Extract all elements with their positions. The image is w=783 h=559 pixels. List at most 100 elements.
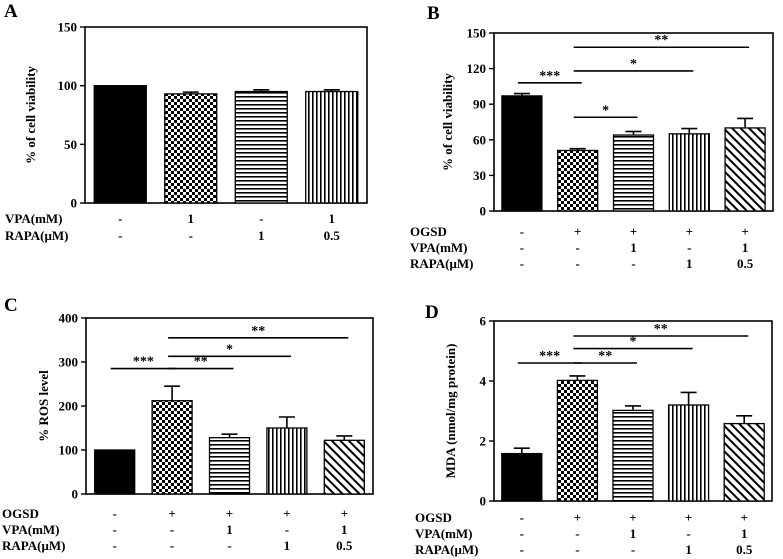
y-tick-label: 150 xyxy=(58,20,78,35)
condition-value: + xyxy=(168,506,175,521)
condition-value: 1 xyxy=(284,538,291,553)
condition-row-label: VPA(mM) xyxy=(5,211,63,226)
condition-value: - xyxy=(575,542,579,557)
condition-value: - xyxy=(520,256,524,271)
condition-value: 1 xyxy=(742,240,749,255)
y-tick-label: 100 xyxy=(59,443,79,458)
y-tick-label: 30 xyxy=(473,168,486,183)
significance-label: ** xyxy=(598,349,612,364)
condition-value: 1 xyxy=(741,526,748,541)
bar-ogsd-vpa-rapa xyxy=(323,439,365,495)
y-tick-label: 0 xyxy=(480,494,487,509)
condition-value: 1 xyxy=(226,522,233,537)
y-tick-label: 120 xyxy=(467,61,487,76)
y-tick-label: 90 xyxy=(473,97,486,112)
condition-value: 0.5 xyxy=(737,256,754,271)
bar-control xyxy=(501,95,543,212)
condition-row-label: VPA(mM) xyxy=(410,240,468,255)
bar-rapa xyxy=(234,90,288,204)
y-tick-label: 0 xyxy=(71,196,78,211)
condition-value: - xyxy=(189,228,193,243)
condition-value: + xyxy=(341,506,348,521)
condition-value: - xyxy=(520,526,524,541)
condition-value: - xyxy=(227,538,231,553)
significance-label: * xyxy=(226,342,233,357)
significance-label: * xyxy=(630,57,637,72)
condition-value: - xyxy=(113,506,117,521)
panel-label: C xyxy=(4,295,18,316)
bar-ogsd-rapa xyxy=(667,404,710,502)
condition-value: + xyxy=(685,510,692,525)
y-tick-label: 0 xyxy=(480,204,487,219)
condition-value: 1 xyxy=(686,256,693,271)
y-tick-label: 150 xyxy=(467,26,487,41)
significance-label: ** xyxy=(654,322,668,337)
condition-value: 1 xyxy=(329,211,336,226)
significance-label: ** xyxy=(654,33,668,48)
condition-value: - xyxy=(285,522,289,537)
y-tick-label: 6 xyxy=(480,314,487,329)
condition-value: - xyxy=(113,522,117,537)
condition-value: - xyxy=(118,228,122,243)
condition-value: 0.5 xyxy=(336,538,353,553)
y-tick-label: 400 xyxy=(59,311,79,326)
bar-control xyxy=(501,452,543,502)
significance-label: *** xyxy=(539,69,560,84)
condition-value: + xyxy=(629,510,636,525)
condition-value: + xyxy=(574,510,581,525)
significance-label: *** xyxy=(133,355,154,370)
bar-control xyxy=(94,449,136,495)
panel-label: B xyxy=(427,3,440,24)
panel-a: A 0 50 100 150 % of cell viability VPA(mM) - 1 - 1… xyxy=(4,1,368,243)
bar-ogsd-vpa-rapa xyxy=(724,127,766,212)
bar-ogsd-vpa xyxy=(612,134,655,212)
condition-value: - xyxy=(576,256,580,271)
y-axis-label: % ROS level xyxy=(36,370,51,442)
condition-row-label: RAPA(μM) xyxy=(5,228,68,243)
y-tick-label: 4 xyxy=(480,374,487,389)
condition-value: + xyxy=(741,224,748,239)
y-axis-label: MDA (nmol/mg protein) xyxy=(443,344,458,479)
condition-value: + xyxy=(740,510,747,525)
condition-value: - xyxy=(113,538,117,553)
condition-value: + xyxy=(686,224,693,239)
bar-control xyxy=(93,85,147,204)
bar-ogsd-vpa xyxy=(612,409,654,502)
condition-value: - xyxy=(118,211,122,226)
significance-label: * xyxy=(630,335,637,350)
condition-row-label: RAPA(μM) xyxy=(415,542,478,557)
y-tick-label: 0 xyxy=(72,487,79,502)
significance-label: *** xyxy=(539,349,560,364)
condition-value: - xyxy=(170,538,174,553)
bar-ogsd-rapa xyxy=(668,133,710,212)
condition-value: - xyxy=(520,240,524,255)
condition-value: - xyxy=(631,256,635,271)
condition-value: 1 xyxy=(258,228,265,243)
plot-frame xyxy=(84,26,368,204)
condition-value: - xyxy=(520,224,524,239)
condition-value: - xyxy=(259,211,263,226)
condition-value: 1 xyxy=(630,526,637,541)
significance-label: ** xyxy=(194,355,208,370)
condition-value: 0.5 xyxy=(324,228,341,243)
condition-value: + xyxy=(283,506,290,521)
bar-ogsd-rapa xyxy=(266,427,308,495)
y-tick-label: 2 xyxy=(480,434,487,449)
condition-value: - xyxy=(520,510,524,525)
condition-row-label: RAPA(μM) xyxy=(410,256,473,271)
condition-value: - xyxy=(170,522,174,537)
condition-value: - xyxy=(575,526,579,541)
y-tick-label: 60 xyxy=(473,132,486,147)
y-tick-label: 300 xyxy=(59,355,79,370)
condition-value: 1 xyxy=(341,522,348,537)
significance-label: ** xyxy=(251,324,265,339)
condition-value: + xyxy=(226,506,233,521)
condition-row-label: RAPA(μM) xyxy=(2,538,65,553)
bar-ogsd-vpa xyxy=(208,437,251,495)
panel-label: D xyxy=(425,302,439,323)
y-tick-label: 200 xyxy=(59,399,79,414)
